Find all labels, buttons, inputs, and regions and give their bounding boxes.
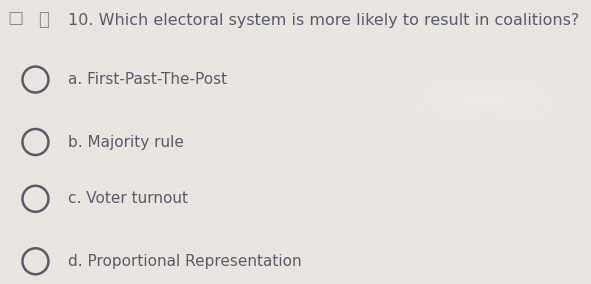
Text: a. First-Past-The-Post: a. First-Past-The-Post [68,72,227,87]
Text: ⎘: ⎘ [38,11,49,29]
Text: 10. Which electoral system is more likely to result in coalitions?: 10. Which electoral system is more likel… [68,13,579,28]
Text: c. Voter turnout: c. Voter turnout [68,191,188,206]
Text: d. Proportional Representation: d. Proportional Representation [68,254,301,269]
Text: ☐: ☐ [7,11,23,29]
Text: b. Majority rule: b. Majority rule [68,135,184,149]
